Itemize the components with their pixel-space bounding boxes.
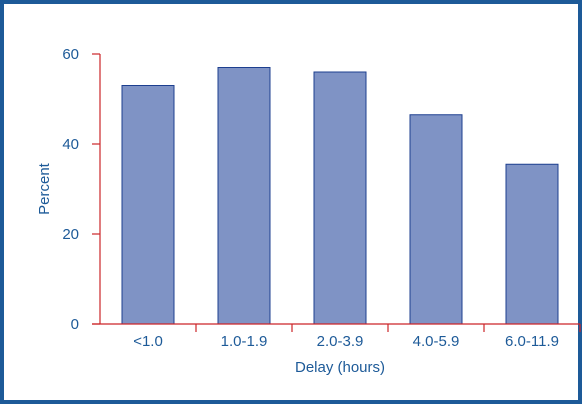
bar-1 bbox=[217, 67, 271, 325]
x-category-label-0: <1.0 bbox=[133, 333, 163, 350]
x-category-label-2: 2.0-3.9 bbox=[317, 333, 364, 350]
bar-chart: 0 20 40 60 <1.0 1.0-1.9 2.0-3.9 4.0-5.9 6.0-11.… bbox=[36, 46, 581, 376]
y-tick-label-1: 20 bbox=[62, 226, 79, 243]
y-ticks-group: 0 20 40 60 bbox=[62, 46, 100, 333]
x-category-label-1: 1.0-1.9 bbox=[221, 333, 268, 350]
bar-3 bbox=[409, 114, 463, 325]
bars-group bbox=[121, 67, 559, 325]
x-axis-title: Delay (hours) bbox=[295, 359, 385, 376]
x-category-label-3: 4.0-5.9 bbox=[413, 333, 460, 350]
bar-0 bbox=[121, 85, 175, 325]
y-tick-label-3: 60 bbox=[62, 46, 79, 63]
x-ticks-group: <1.0 1.0-1.9 2.0-3.9 4.0-5.9 6.0-11.9 bbox=[133, 324, 581, 350]
bar-2 bbox=[313, 71, 367, 325]
x-category-label-4: 6.0-11.9 bbox=[505, 333, 559, 350]
y-tick-label-0: 0 bbox=[71, 316, 79, 333]
axes-group bbox=[92, 54, 580, 325]
bar-4 bbox=[505, 163, 559, 325]
y-axis-title: Percent bbox=[36, 162, 53, 215]
y-tick-label-2: 40 bbox=[62, 136, 79, 153]
